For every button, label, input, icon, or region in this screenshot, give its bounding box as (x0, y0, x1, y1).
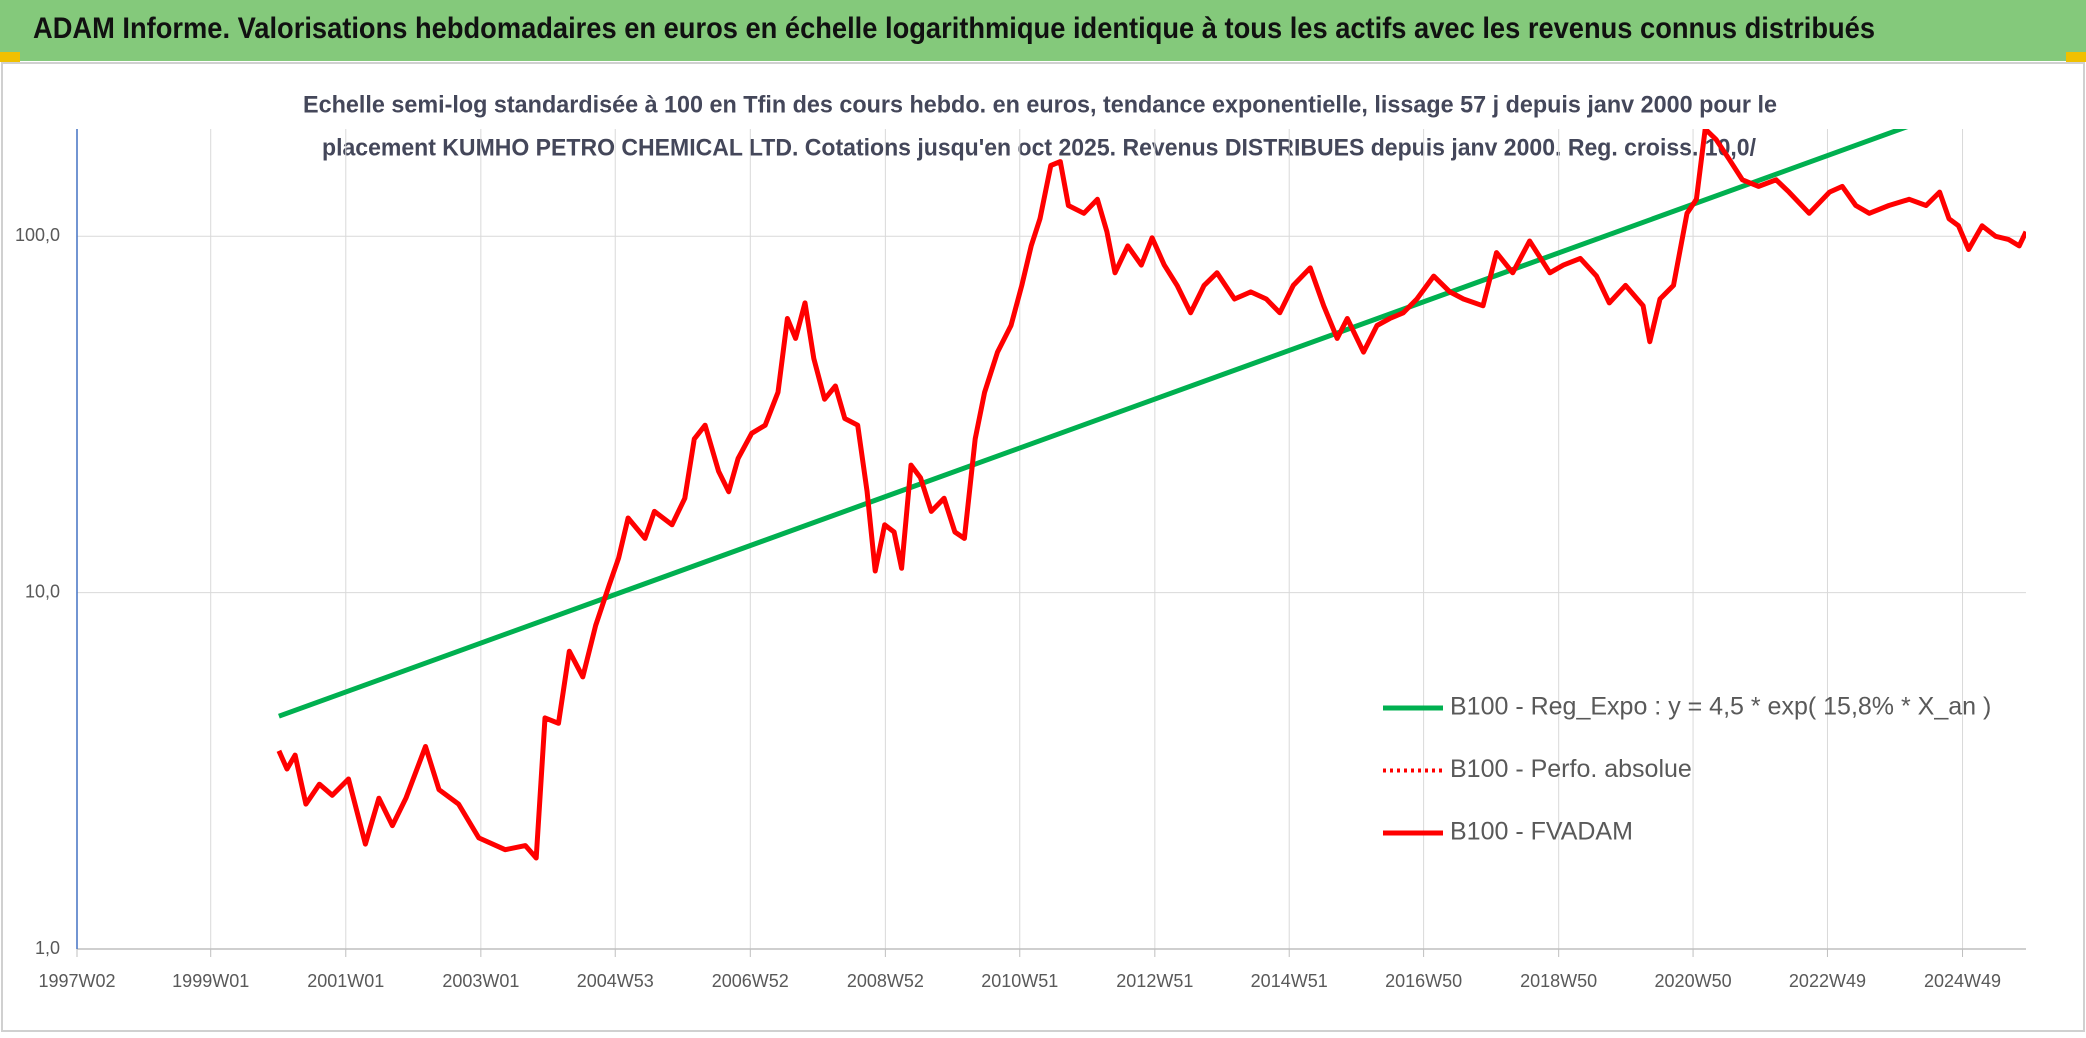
chart-frame (1, 62, 2085, 1032)
legend: B100 - Reg_Expo : y = 4,5 * exp( 15,8% *… (1383, 693, 1991, 846)
x-tick-label: 2001W01 (307, 971, 384, 991)
x-tick-label: 2008W52 (847, 971, 924, 991)
corner-mark (2066, 52, 2086, 62)
header-band (0, 0, 2086, 61)
chart-subtitle: placement KUMHO PETRO CHEMICAL LTD. Cota… (322, 134, 1756, 161)
series-line (278, 129, 1909, 719)
series-line (276, 129, 2026, 861)
x-tick-label: 2016W50 (1385, 971, 1462, 991)
x-tick-label: 2024W49 (1924, 971, 2001, 991)
corner-mark (0, 52, 20, 62)
y-tick-label: 100,0 (15, 225, 60, 245)
x-tick-label: 2012W51 (1116, 971, 1193, 991)
chart-title: ADAM Informe. Valorisations hebdomadaire… (33, 12, 1875, 45)
x-tick-label: 2003W01 (442, 971, 519, 991)
y-tick-label: 10,0 (25, 581, 60, 601)
x-tick-label: 2004W53 (577, 971, 654, 991)
x-tick-label: 1999W01 (172, 971, 249, 991)
chart-subtitle: Echelle semi-log standardisée à 100 en T… (303, 91, 1777, 118)
legend-label: B100 - FVADAM (1450, 818, 1633, 846)
x-tick-label: 2006W52 (712, 971, 789, 991)
x-tick-label: 2022W49 (1789, 971, 1866, 991)
legend-label: B100 - Perfo. absolue (1450, 755, 1692, 783)
x-tick-label: 2014W51 (1251, 971, 1328, 991)
x-tick-label: 2020W50 (1655, 971, 1732, 991)
legend-label: B100 - Reg_Expo : y = 4,5 * exp( 15,8% *… (1450, 693, 1991, 721)
x-tick-label: 1997W02 (38, 971, 115, 991)
x-tick-label: 2018W50 (1520, 971, 1597, 991)
axes: 1,0 10,0 100,0 1997W02 1999W01 2001W01 2003W01… (15, 129, 2026, 991)
x-tick-label: 2010W51 (981, 971, 1058, 991)
plot-area (276, 129, 2026, 861)
y-tick-label: 1,0 (35, 938, 60, 958)
